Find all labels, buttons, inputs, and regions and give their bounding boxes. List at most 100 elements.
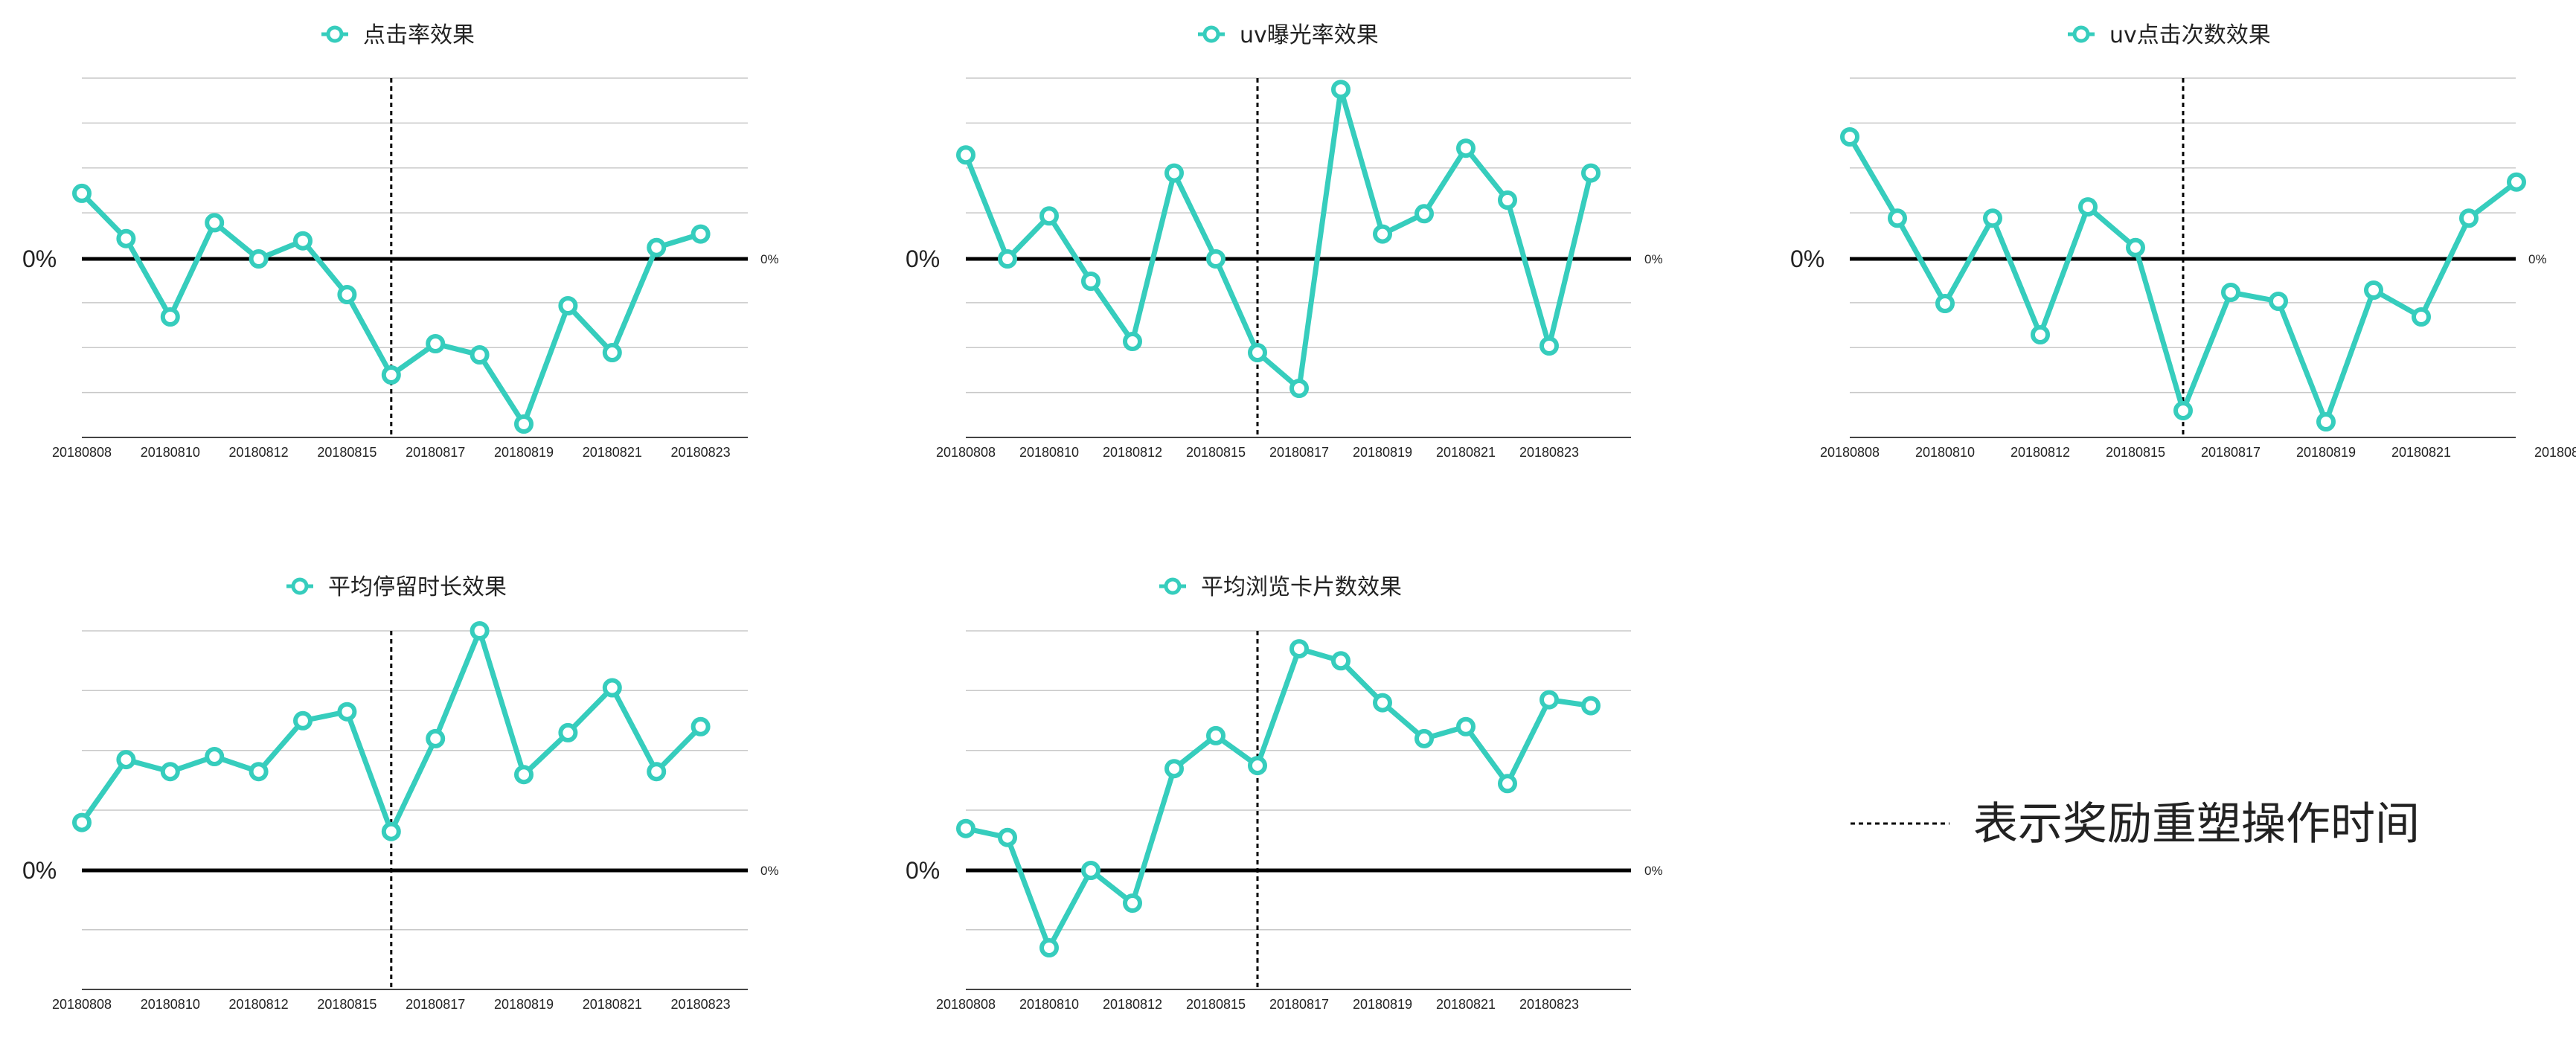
x-tick-label: 20180810 xyxy=(141,997,200,1012)
x-tick-label: 20180821 xyxy=(583,997,642,1012)
data-point xyxy=(205,747,225,766)
x-tick-label: 20180812 xyxy=(2011,445,2070,460)
series-line xyxy=(963,646,1594,951)
data-point xyxy=(602,343,622,362)
x-tick-label: 20180812 xyxy=(1103,997,1162,1012)
x-tick-label: 20180815 xyxy=(317,445,377,460)
x-tick-label: 20180821 xyxy=(2391,445,2451,460)
data-point xyxy=(249,249,269,269)
chart-title: uv曝光率效果 xyxy=(1240,22,1379,48)
data-point xyxy=(1840,127,1859,147)
data-point xyxy=(1498,190,1517,210)
data-point xyxy=(160,307,180,327)
data-point xyxy=(602,678,622,698)
data-point xyxy=(647,762,667,782)
x-tick-label: 20180817 xyxy=(1269,445,1329,460)
data-point xyxy=(1456,716,1476,736)
x-tick-label: 20180817 xyxy=(406,997,465,1012)
data-point xyxy=(2126,237,2145,257)
x-tick-label: 20180810 xyxy=(1019,997,1079,1012)
marker-legend: 表示奖励重塑操作时间 xyxy=(1851,798,2420,850)
data-point xyxy=(470,345,490,365)
chart-title: uv点击次数效果 xyxy=(2109,22,2271,48)
chart-panel-2: 0% 0% uv曝光率效果 20180808 20180810 20180812 20180… xyxy=(906,22,1663,460)
legend-series-icon xyxy=(2072,25,2090,43)
data-point xyxy=(1123,332,1142,351)
zero-label-right: 0% xyxy=(760,252,779,266)
data-point xyxy=(1206,249,1225,269)
data-point xyxy=(1414,204,1434,224)
data-point xyxy=(2316,412,2336,431)
data-point xyxy=(1039,206,1059,226)
x-tick-label: 20180812 xyxy=(1103,445,1162,460)
x-tick-label: 20180819 xyxy=(1353,997,1412,1012)
data-point xyxy=(514,765,534,785)
data-point xyxy=(2078,197,2098,217)
data-point xyxy=(1539,336,1559,356)
x-tick-label: 20180821 xyxy=(583,445,642,460)
zero-label-left: 0% xyxy=(906,245,940,272)
data-point xyxy=(249,762,269,782)
data-point xyxy=(426,334,446,353)
x-tick-label: 20180815 xyxy=(1186,445,1246,460)
x-tick-label: 20180808 xyxy=(1820,445,1880,460)
zero-label-left: 0% xyxy=(22,857,57,884)
data-point xyxy=(381,821,401,841)
data-point xyxy=(998,249,1017,269)
zero-label-right: 0% xyxy=(1644,864,1663,878)
data-point xyxy=(1081,861,1100,880)
data-point xyxy=(956,145,975,165)
x-tick-label: 20180821 xyxy=(1436,997,1496,1012)
x-tick-label: 20180808 xyxy=(52,445,112,460)
data-point xyxy=(998,827,1017,847)
x-tick-label: 20180817 xyxy=(1269,997,1329,1012)
x-tick-label: 20180817 xyxy=(2201,445,2261,460)
x-tick-label: 20180819 xyxy=(494,445,554,460)
data-point xyxy=(1581,163,1601,183)
x-tick-label: 20180819 xyxy=(494,997,554,1012)
zero-label-right: 0% xyxy=(1644,252,1663,266)
chart-panel-4: 0% 0% 平均停留时长效果 20180808 20180810 20180812 2018… xyxy=(22,574,779,1012)
x-tick-label: 20180815 xyxy=(1186,997,1246,1012)
x-tick-label: 20180823 xyxy=(1519,997,1579,1012)
legend-series-icon xyxy=(1164,577,1182,595)
data-point xyxy=(1331,80,1351,100)
x-tick-label: 20180812 xyxy=(229,997,289,1012)
legend-series-icon xyxy=(326,25,344,43)
x-tick-label: 20180823 xyxy=(671,997,731,1012)
data-point xyxy=(470,621,490,641)
data-point xyxy=(72,812,92,832)
chart-title: 平均停留时长效果 xyxy=(328,574,507,600)
x-tick-label: 20180808 xyxy=(936,445,996,460)
data-point xyxy=(426,728,446,748)
data-point xyxy=(558,296,578,315)
data-point xyxy=(2364,280,2383,300)
zero-label-left: 0% xyxy=(1790,245,1824,272)
legend-series-icon xyxy=(291,577,309,595)
data-point xyxy=(1414,728,1434,748)
data-point xyxy=(2031,325,2050,344)
data-point xyxy=(160,762,180,782)
data-point xyxy=(337,285,357,304)
x-tick-label: 20180823 xyxy=(1519,445,1579,460)
data-point xyxy=(293,231,313,251)
data-point xyxy=(116,750,136,770)
x-tick-label: 20180810 xyxy=(141,445,200,460)
data-point xyxy=(1331,651,1351,671)
data-point xyxy=(205,213,225,233)
chart-title: 平均浏览卡片数效果 xyxy=(1201,574,1402,600)
data-point xyxy=(2459,208,2479,228)
data-point xyxy=(1081,272,1100,291)
chart-panel-1: 0% 0% 点击率效果 20180808 20180810 20180812 2018081… xyxy=(22,22,779,460)
data-point xyxy=(691,224,711,244)
data-point xyxy=(1164,163,1184,183)
data-point xyxy=(1039,938,1059,957)
data-point xyxy=(2269,292,2288,311)
x-tick-label: 20180815 xyxy=(317,997,377,1012)
x-tick-label: 20180823 xyxy=(671,445,731,460)
x-tick-label: 20180810 xyxy=(1019,445,1079,460)
x-tick-label: 20180812 xyxy=(229,445,289,460)
data-point xyxy=(1935,294,1955,313)
x-tick-label: 20180819 xyxy=(1353,445,1412,460)
data-point xyxy=(691,716,711,736)
